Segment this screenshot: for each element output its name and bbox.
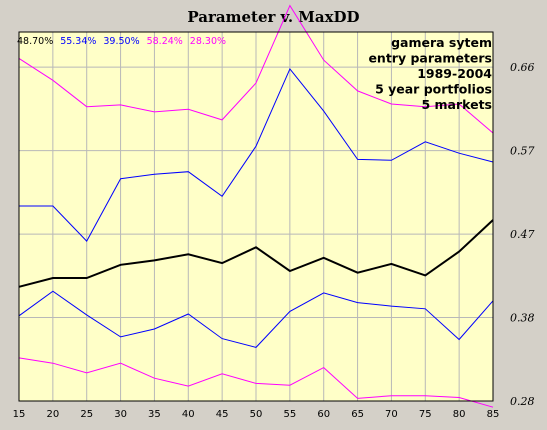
x-tick-label: 40 <box>182 409 195 420</box>
plot-frame <box>18 31 494 402</box>
legend-value: 28.30% <box>190 36 226 47</box>
x-tick-label: 55 <box>283 409 296 420</box>
annotation-line: 5 year portfolios <box>375 82 492 97</box>
legend-value: 48.70% <box>17 36 53 47</box>
x-tick-label: 30 <box>114 409 127 420</box>
x-tick-label: 80 <box>453 409 466 420</box>
series-line-3 <box>18 219 494 288</box>
x-tick-label: 20 <box>46 409 59 420</box>
y-tick-label: 0.57 <box>510 145 535 158</box>
x-tick-label: 60 <box>317 409 330 420</box>
legend-value: 58.24% <box>147 36 183 47</box>
series-line-2 <box>19 67 494 242</box>
y-tick-label: 0.66 <box>510 61 535 74</box>
y-tick-label: 0.28 <box>510 395 535 408</box>
x-tick-label: 85 <box>487 409 500 420</box>
x-tick-label: 65 <box>351 409 364 420</box>
legend-value: 39.50% <box>103 36 139 47</box>
x-tick-label: 35 <box>148 409 161 420</box>
legend-value: 55.34% <box>60 36 96 47</box>
x-tick-label: 15 <box>13 409 26 420</box>
series-line-4 <box>18 290 494 348</box>
series-line-5 <box>18 357 494 408</box>
annotation-line: entry parameters <box>368 51 492 66</box>
series-line-1 <box>18 4 494 134</box>
x-tick-label: 50 <box>250 409 263 420</box>
annotation-line: 5 markets <box>421 97 492 112</box>
y-tick-label: 0.38 <box>510 312 535 325</box>
x-tick-label: 75 <box>419 409 432 420</box>
annotation-line: 1989-2004 <box>417 66 492 81</box>
x-tick-label: 70 <box>385 409 398 420</box>
chart-title: Parameter v. MaxDD <box>187 8 360 26</box>
x-tick-label: 45 <box>216 409 229 420</box>
annotation-line: gamera sytem <box>391 35 492 50</box>
x-tick-label: 25 <box>80 409 93 420</box>
y-tick-label: 0.47 <box>510 228 535 241</box>
